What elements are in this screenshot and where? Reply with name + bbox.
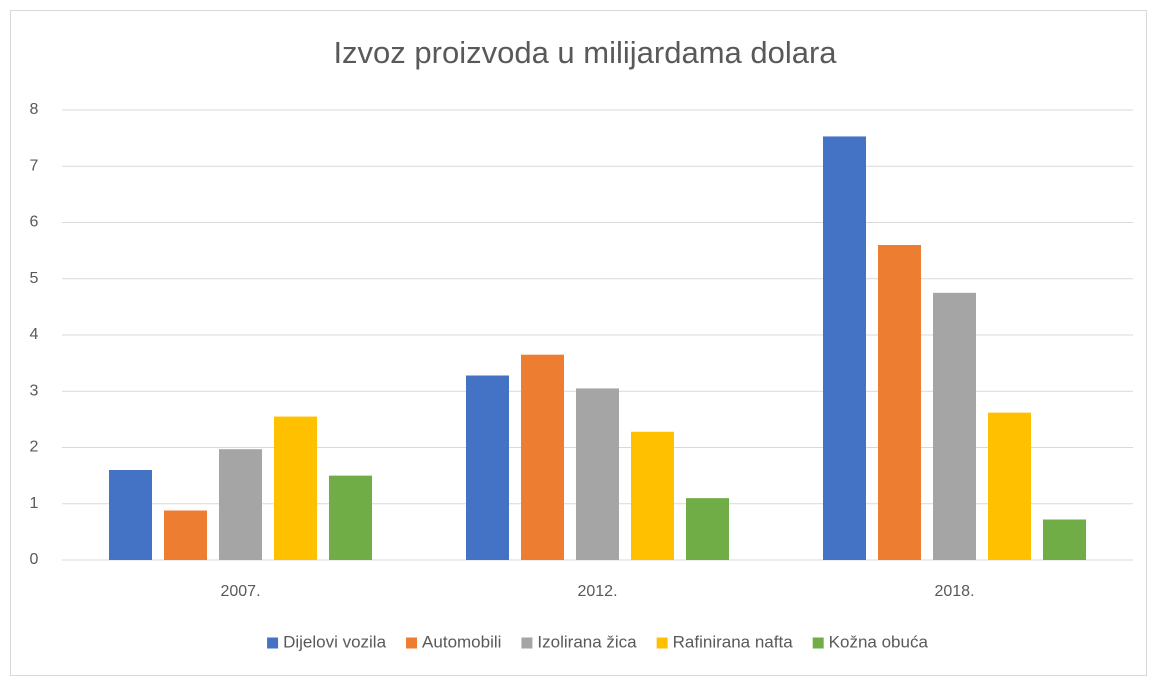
legend-label: Kožna obuća — [829, 632, 929, 651]
y-tick-label: 3 — [30, 382, 39, 399]
bar — [329, 475, 372, 560]
legend-item: Kožna obuća — [812, 632, 929, 651]
legend-item: Dijelovi vozila — [267, 632, 387, 651]
y-tick-label: 0 — [30, 551, 39, 568]
legend-swatch — [406, 637, 418, 649]
legend-swatch — [812, 637, 824, 649]
y-tick-label: 6 — [30, 214, 39, 231]
chart-title: Izvoz proizvoda u milijardama dolara — [333, 35, 837, 70]
bar — [878, 245, 921, 560]
bar — [631, 431, 674, 560]
legend-swatch — [521, 637, 533, 649]
y-tick-label: 5 — [30, 270, 39, 287]
bar — [521, 354, 564, 560]
x-tick-label: 2012. — [577, 583, 617, 600]
legend-label: Izolirana žica — [537, 632, 637, 651]
legend-swatch — [656, 637, 668, 649]
legend-item: Rafinirana nafta — [656, 632, 794, 651]
legend-swatch — [267, 637, 279, 649]
bar — [576, 388, 619, 560]
y-tick-label: 2 — [30, 439, 39, 456]
bar — [686, 498, 729, 560]
legend-item: Izolirana žica — [521, 632, 637, 651]
legend-label: Automobili — [422, 632, 501, 651]
bar — [219, 449, 262, 560]
y-tick-label: 4 — [30, 326, 39, 343]
x-tick-label: 2007. — [220, 583, 260, 600]
bar — [164, 510, 207, 560]
bar — [1043, 519, 1086, 560]
bar — [988, 412, 1031, 560]
bar — [823, 136, 866, 560]
y-tick-label: 7 — [30, 157, 39, 174]
bar — [933, 292, 976, 560]
y-tick-label: 1 — [30, 495, 39, 512]
legend-label: Rafinirana nafta — [673, 632, 794, 651]
y-tick-label: 8 — [30, 101, 39, 118]
legend-item: Automobili — [406, 632, 501, 651]
bar — [466, 375, 509, 560]
legend-label: Dijelovi vozila — [283, 632, 387, 651]
x-tick-label: 2018. — [934, 583, 974, 600]
bar — [109, 470, 152, 560]
bar — [274, 416, 317, 560]
